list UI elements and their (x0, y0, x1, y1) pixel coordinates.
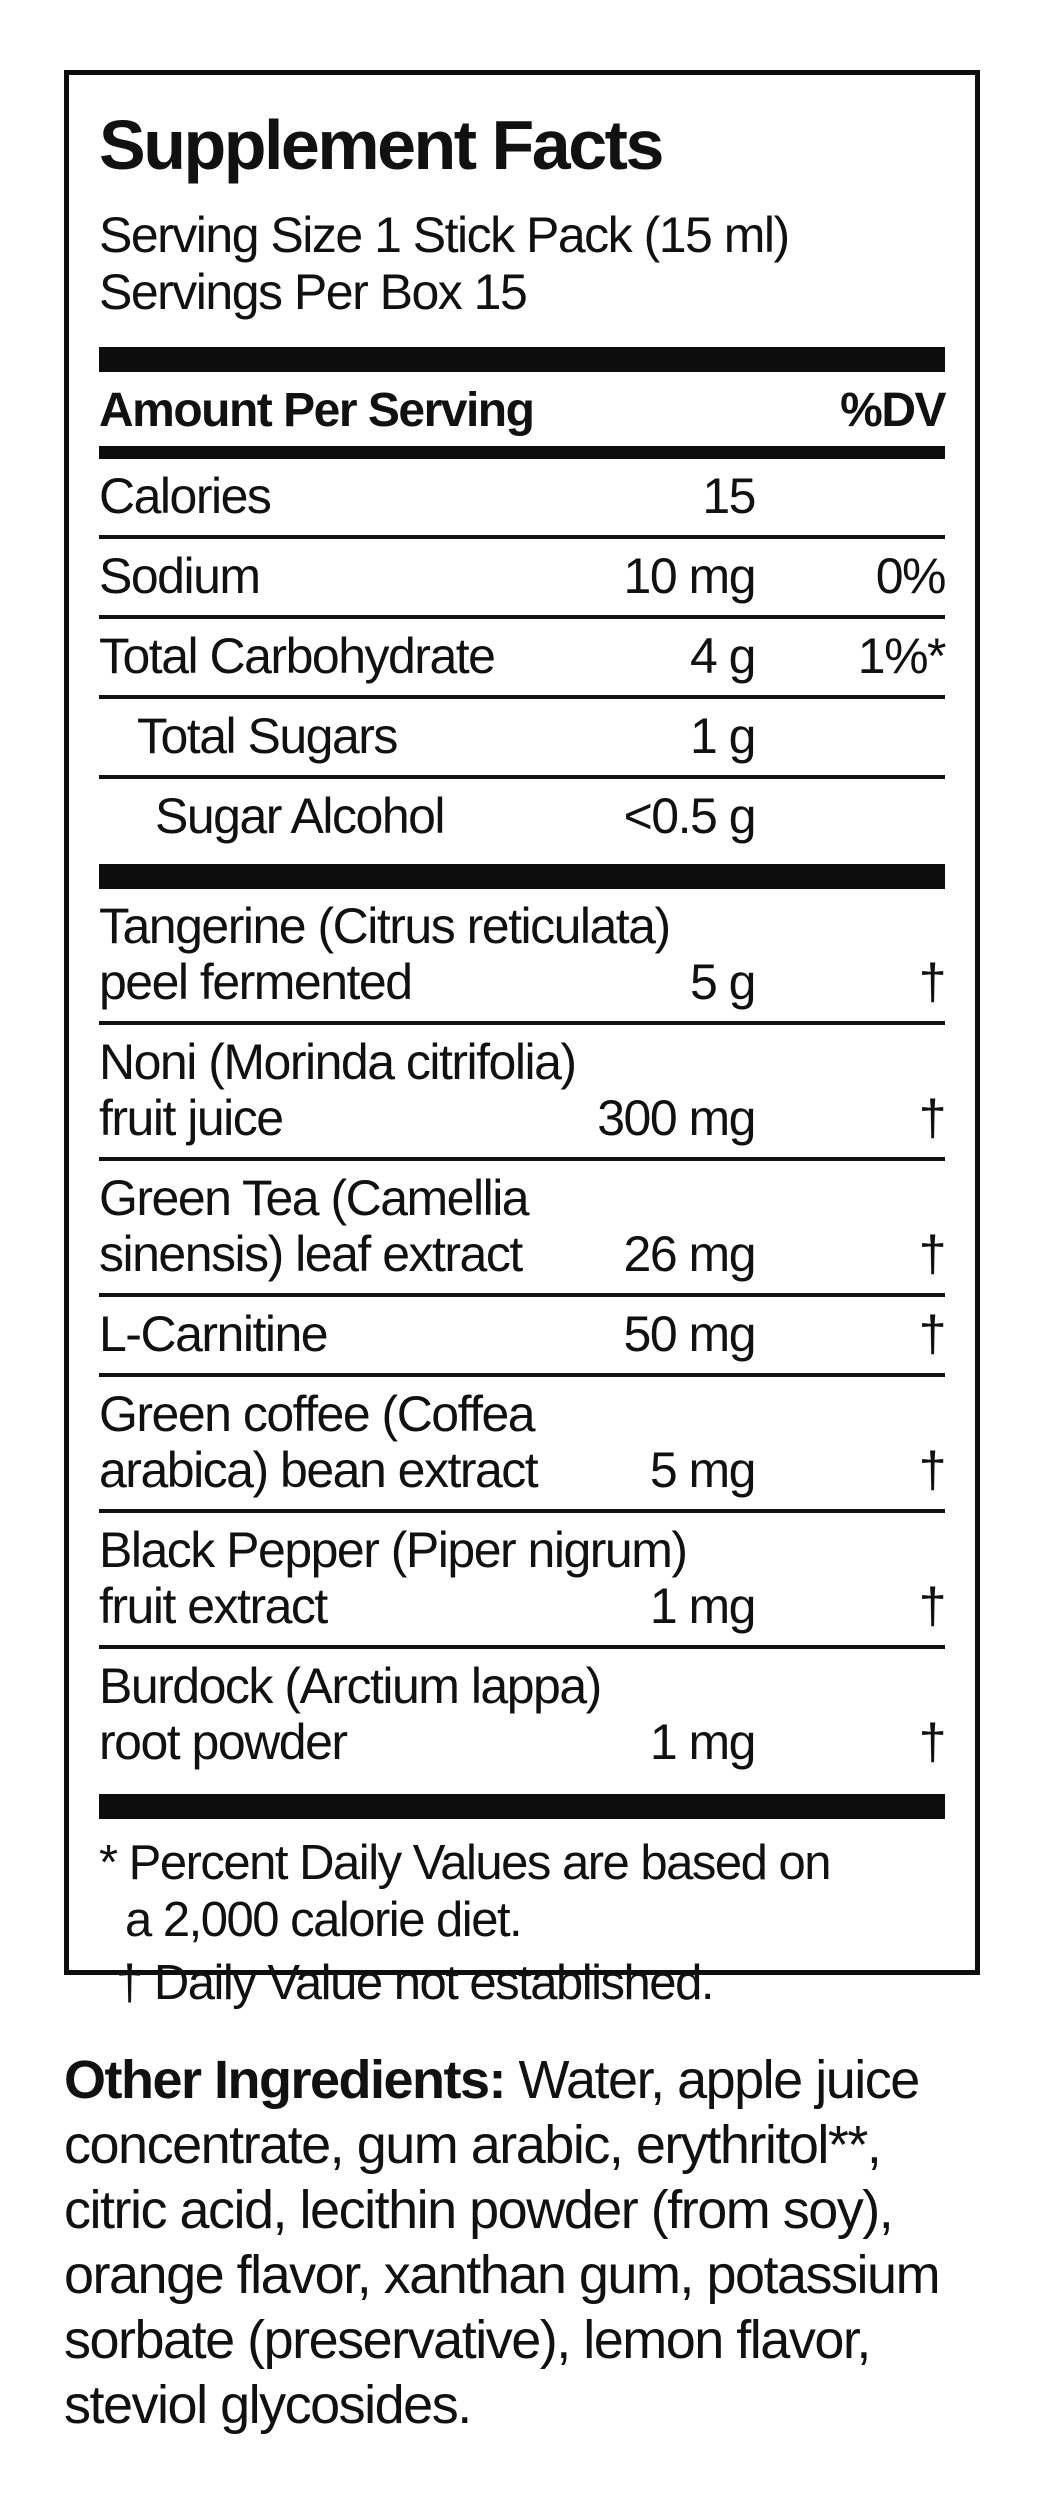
other-ingredients-line: concentrate, gum arabic, erythritol**, (64, 2115, 882, 2175)
nutrient-name-line2: fruit juice (99, 1090, 284, 1146)
nutrient-amount: 5 mg (649, 1442, 757, 1498)
nutrient-name-line2: root powder (99, 1714, 348, 1770)
nutrient-amount: 50 mg (623, 1306, 757, 1362)
nutrient-dv: † (918, 1306, 947, 1362)
nutrient-name: Sugar Alcohol (155, 788, 446, 844)
nutrient-amount: <0.5 g (623, 788, 757, 844)
nutrient-name-line1: Green Tea (Camellia (99, 1170, 530, 1226)
nutrient-name: Calories (99, 468, 272, 524)
amount-per-serving-label: Amount Per Serving (99, 384, 535, 437)
panel-title: Supplement Facts (99, 106, 664, 184)
dagger-footnote: † Daily Value not established. (116, 1956, 714, 2010)
nutrient-row-burdock: Burdock (Arctium lappa) root powder 1 mg… (99, 1649, 947, 1781)
nutrient-name-line2: fruit extract (99, 1578, 328, 1634)
nutrient-amount: 26 mg (623, 1226, 757, 1282)
separator-bar-middle (99, 864, 945, 889)
nutrient-amount: 1 mg (649, 1714, 757, 1770)
nutrient-row-noni: Noni (Morinda citrifolia) fruit juice 30… (99, 1025, 947, 1161)
nutrient-name-line1: Tangerine (Citrus reticulata) (99, 898, 671, 954)
nutrient-name-line1: Burdock (Arctium lappa) (99, 1658, 602, 1714)
nutrient-row-black-pepper: Black Pepper (Piper nigrum) fruit extrac… (99, 1513, 947, 1649)
nutrient-amount: 10 mg (623, 548, 757, 604)
nutrient-amount: 300 mg (597, 1090, 756, 1146)
percent-dv-footnote-line1: * Percent Daily Values are based on (99, 1836, 832, 1890)
other-ingredients-line: sorbate (preservative), lemon flavor, (64, 2310, 871, 2370)
nutrient-amount: 1 g (689, 708, 757, 764)
serving-info: Serving Size 1 Stick Pack (15 ml) Servin… (99, 207, 945, 321)
serving-size-text: Serving Size 1 Stick Pack (15 ml) (99, 207, 790, 263)
supplement-facts-panel: Supplement Facts Serving Size 1 Stick Pa… (64, 70, 980, 2010)
separator-bar-top (99, 347, 945, 372)
other-ingredients-line: citric acid, lecithin powder (from soy), (64, 2180, 894, 2240)
nutrient-name-line1: Green coffee (Coffea (99, 1386, 536, 1442)
nutrient-dv: † (918, 1578, 947, 1634)
other-ingredients-text: Water, apple juice (505, 2050, 921, 2110)
nutrient-row-l-carnitine: L-Carnitine 50 mg † (99, 1297, 947, 1377)
nutrient-dv: † (918, 954, 947, 1010)
nutrient-amount: 15 (702, 468, 756, 524)
nutrient-dv: † (918, 1442, 947, 1498)
footnotes: * Percent Daily Values are based on a 2,… (99, 1835, 945, 2012)
percent-dv-footnote-line2: a 2,000 calorie diet. (125, 1893, 523, 1947)
other-ingredients-label: Other Ingredients: (64, 2050, 507, 2110)
nutrient-name-line2: arabica) bean extract (99, 1442, 539, 1498)
nutrient-row-total-carbohydrate: Total Carbohydrate 4 g 1%* (99, 619, 947, 699)
nutrient-name-line2: sinensis) leaf extract (99, 1226, 523, 1282)
nutrient-dv: 0% (875, 548, 947, 604)
nutrient-dv: † (918, 1226, 947, 1282)
nutrient-name: Total Carbohydrate (99, 628, 496, 684)
nutrient-name-line1: Noni (Morinda citrifolia) (99, 1034, 577, 1090)
other-ingredients: Other Ingredients: Water, apple juice co… (64, 2048, 1014, 2438)
nutrient-row-sugar-alcohol: Sugar Alcohol <0.5 g (99, 779, 945, 855)
nutrient-amount: 5 g (689, 954, 757, 1010)
other-ingredients-line: orange flavor, xanthan gum, potassium (64, 2245, 941, 2305)
nutrient-dv: 1%* (857, 628, 947, 684)
servings-per-box-text: Servings Per Box 15 (99, 264, 528, 320)
separator-bar-bottom (99, 1794, 945, 1819)
nutrient-amount: 1 mg (649, 1578, 757, 1634)
other-ingredients-line: steviol glycosides. (64, 2375, 472, 2435)
nutrient-amount: 4 g (689, 628, 757, 684)
nutrient-name-line1: Black Pepper (Piper nigrum) (99, 1522, 688, 1578)
separator-bar-header (99, 446, 945, 459)
column-header-row: Amount Per Serving %DV (99, 372, 946, 446)
percent-dv-label: %DV (840, 384, 946, 437)
nutrient-name: Sodium (99, 548, 261, 604)
nutrient-name: L-Carnitine (99, 1306, 329, 1362)
nutrient-row-sodium: Sodium 10 mg 0% (99, 539, 947, 619)
nutrient-row-green-coffee: Green coffee (Coffea arabica) bean extra… (99, 1377, 947, 1513)
nutrient-row-tangerine: Tangerine (Citrus reticulata) peel ferme… (99, 889, 947, 1025)
nutrient-row-total-sugars: Total Sugars 1 g (99, 699, 945, 779)
nutrient-name: Total Sugars (137, 708, 398, 764)
other-ingredients-line: Other Ingredients: Water, apple juice (64, 2048, 1014, 2113)
nutrient-name-line2: peel fermented (99, 954, 413, 1010)
nutrient-dv: † (918, 1714, 947, 1770)
nutrient-dv: † (918, 1090, 947, 1146)
nutrient-row-calories: Calories 15 (99, 459, 945, 539)
nutrient-row-green-tea: Green Tea (Camellia sinensis) leaf extra… (99, 1161, 947, 1297)
